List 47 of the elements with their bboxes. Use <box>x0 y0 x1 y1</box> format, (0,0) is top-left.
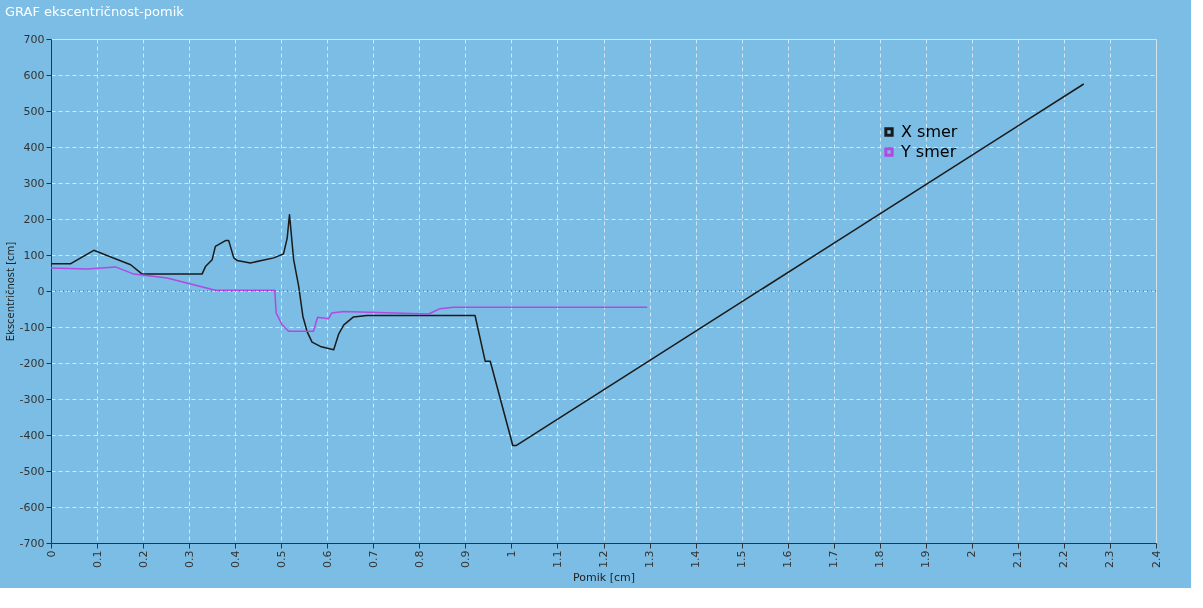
x-tick-label: 1.7 <box>827 550 841 568</box>
y-tick-label: -500 <box>19 464 45 478</box>
chart-title: GRAF ekscentričnost-pomik <box>5 4 185 19</box>
y-tick-label: 500 <box>23 104 45 118</box>
x-tick-label: 0.5 <box>274 550 288 568</box>
y-tick-label: 100 <box>23 248 45 262</box>
y-tick-label: 0 <box>37 284 45 298</box>
x-tick-label: 1.4 <box>689 550 703 568</box>
y-tick-label: -200 <box>19 356 45 370</box>
y-tick-label: -600 <box>19 500 45 514</box>
y-tick-label: 200 <box>23 212 45 226</box>
x-tick-label: 0.8 <box>412 550 426 568</box>
x-tick-label: 0.1 <box>90 550 104 568</box>
x-tick-label: 1.2 <box>597 550 610 568</box>
x-tick-label: 1.1 <box>550 550 564 568</box>
x-tick-label: 0.3 <box>182 550 196 568</box>
x-tick-label: 0.2 <box>136 550 150 568</box>
y-tick-label: 600 <box>23 68 45 82</box>
line-series <box>50 83 1085 447</box>
x-tick-label: 2.2 <box>1057 550 1071 568</box>
y-tick-label: 400 <box>23 140 45 154</box>
y-tick-label: -100 <box>19 320 45 334</box>
x-tick-label: 1 <box>504 550 518 558</box>
y-tick-label: 300 <box>23 176 45 190</box>
x-tick-label: 1.5 <box>735 550 749 568</box>
x-tick-label: 1.9 <box>919 550 933 568</box>
x-tick-label: 0.6 <box>320 550 334 568</box>
legend-label: X smer <box>901 122 958 141</box>
y-tick-label: -300 <box>19 392 45 406</box>
x-tick-label: 1.6 <box>781 550 795 568</box>
line-series <box>50 266 648 333</box>
x-axis-title: Pomik [cm] <box>573 570 635 584</box>
x-tick-label: 1.8 <box>873 550 887 568</box>
x-tick-label: 1.3 <box>643 550 657 568</box>
legend-label: Y smer <box>900 142 957 161</box>
x-tick-label: 0.9 <box>458 550 472 568</box>
y-tick-label: 700 <box>23 32 45 46</box>
x-tick-label: 2.3 <box>1103 550 1117 568</box>
x-tick-label: 0.7 <box>366 550 380 568</box>
y-axis-title: Ekscentričnost [cm] <box>4 241 16 342</box>
x-tick-label: 2.1 <box>1011 550 1025 568</box>
x-tick-label: 0 <box>44 550 58 558</box>
x-tick-label: 2 <box>965 550 979 558</box>
x-tick-label: 0.4 <box>228 550 242 568</box>
y-tick-label: -400 <box>19 428 45 442</box>
y-tick-label: -700 <box>19 536 45 550</box>
x-tick-label: 2.4 <box>1149 550 1163 568</box>
